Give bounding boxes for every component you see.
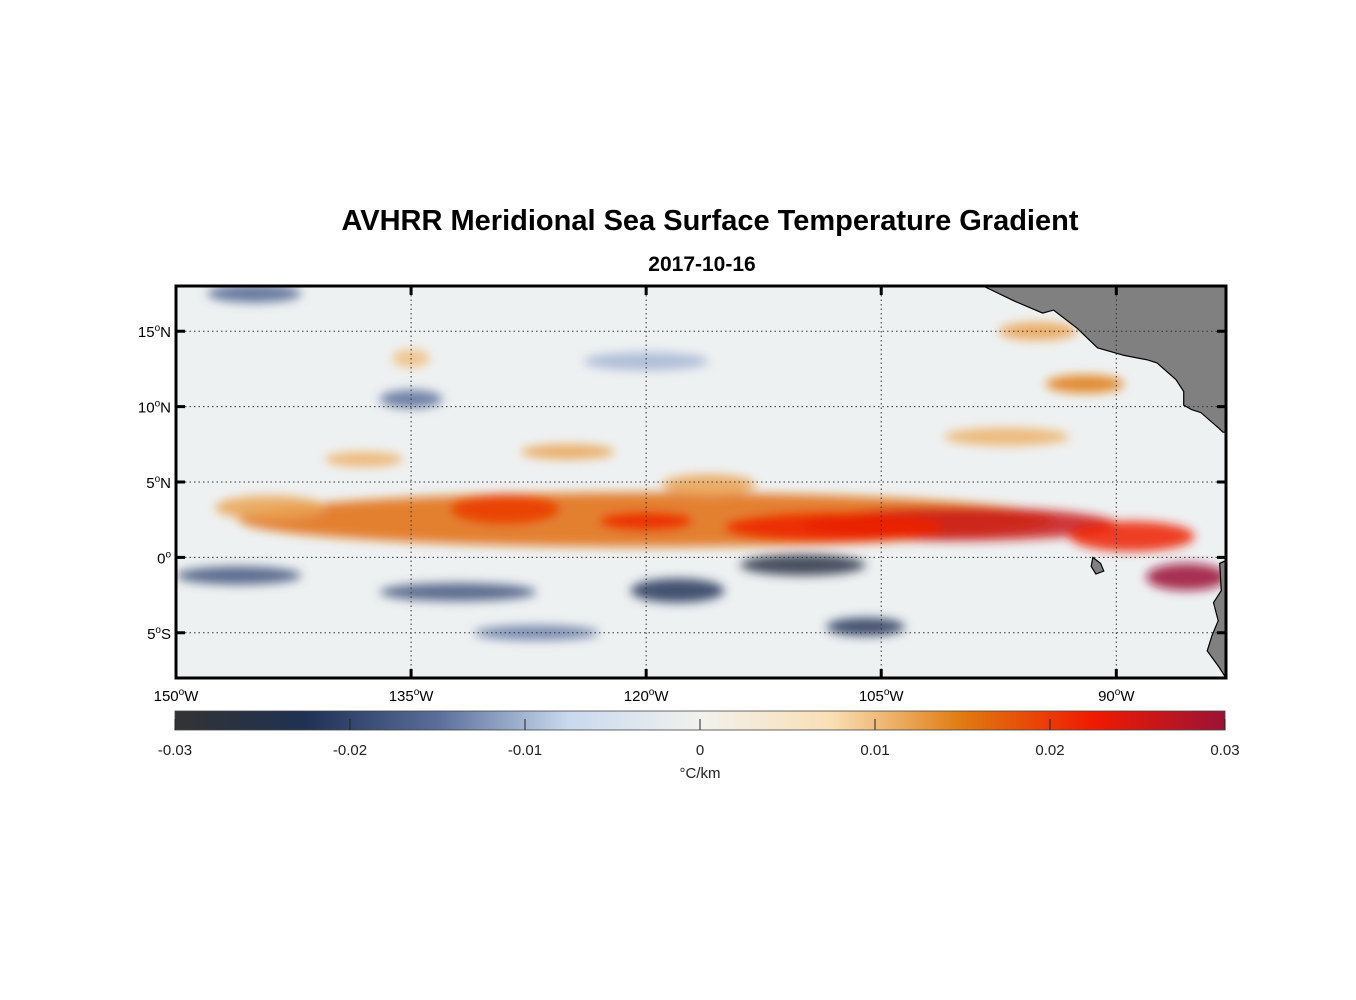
- x-tick-label: 90oW: [1098, 687, 1135, 705]
- gradient-feature-8: [215, 495, 325, 520]
- colorbar-tick-label: 0.01: [860, 742, 889, 759]
- land-galapagos: [1090, 556, 1105, 575]
- gradient-feature-20: [943, 427, 1070, 446]
- y-tick-label: 5oN: [146, 474, 171, 492]
- gradient-feature-13: [379, 583, 537, 602]
- colorbar-unit-label: °C/km: [680, 765, 721, 782]
- gradient-feature-9: [324, 451, 404, 467]
- x-tick-label: 135oW: [389, 687, 435, 705]
- x-tick-label: 120oW: [624, 687, 670, 705]
- map-date-subtitle: 2017-10-16: [648, 253, 756, 276]
- gradient-feature-7: [661, 474, 756, 496]
- gradient-feature-12: [630, 578, 725, 603]
- latitude-tick-labels: 15oN 10oN 5oN 0o 5oS: [138, 323, 172, 643]
- colorbar-tick-label: -0.02: [333, 742, 367, 759]
- y-tick-label: 10oN: [138, 399, 171, 417]
- axis-ticks: [174, 286, 1226, 678]
- y-tick-label: 15oN: [138, 323, 171, 341]
- x-tick-label: 150oW: [154, 687, 200, 705]
- gradient-feature-5: [450, 494, 560, 525]
- gradient-feature-4: [1146, 563, 1226, 591]
- gradient-feature-2: [724, 512, 944, 543]
- gradient-feature-14: [176, 566, 302, 585]
- longitude-tick-labels: 150oW 135oW 120oW 105oW 90oW: [154, 687, 1136, 705]
- y-tick-label: 0o: [157, 549, 171, 567]
- gradient-feature-22: [207, 286, 302, 303]
- gradient-feature-10: [520, 444, 615, 460]
- colorbar-tick-label: 0.02: [1035, 742, 1064, 759]
- gradient-feature-19: [1045, 374, 1125, 394]
- map-title: AVHRR Meridional Sea Surface Temperature…: [341, 205, 1079, 237]
- y-tick-label: 5oS: [147, 625, 171, 643]
- gradient-feature-23: [583, 352, 709, 371]
- colorbar-ticks: -0.03 -0.02 -0.01 0 0.01 0.02 0.03: [158, 719, 1240, 759]
- colorbar-tick-label: -0.03: [158, 742, 192, 759]
- x-tick-label: 105oW: [859, 687, 905, 705]
- land-south-america: [1206, 559, 1226, 678]
- colorbar-tick-label: 0: [696, 742, 704, 759]
- land-central-america: [982, 286, 1226, 433]
- gradient-feature-3: [1069, 521, 1195, 552]
- colorbar: -0.03 -0.02 -0.01 0 0.01 0.02 0.03 °C/km: [158, 710, 1240, 782]
- land-masses: [982, 286, 1226, 678]
- gradient-feature-18: [998, 322, 1078, 341]
- gradient-feature-11: [740, 554, 866, 576]
- gradient-feature-15: [826, 617, 905, 636]
- colorbar-tick-label: -0.01: [508, 742, 542, 759]
- sst-gradient-field: [176, 286, 1226, 641]
- colorbar-tick-label: 0.03: [1210, 742, 1239, 759]
